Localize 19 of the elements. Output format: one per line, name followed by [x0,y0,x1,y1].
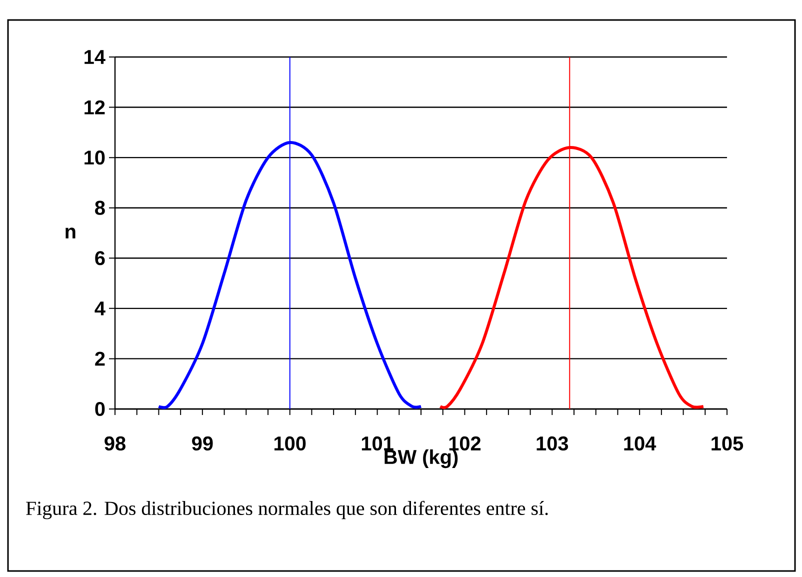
x-tick-label: 105 [712,436,744,451]
y-tick-label: 2 [95,352,105,366]
text: Figura 2. Dos distribuciones normales que son diferentes entre sí. [26,500,548,520]
y-tick-label: 12 [84,100,105,114]
x-tick-label: 102 [449,436,481,451]
x-tick-label: 98 [104,436,126,451]
x-tick-label: 104 [624,436,656,451]
y-tick-label: 6 [95,251,105,266]
x-tick-label: 101 [362,436,394,451]
y-axis-title: n [66,228,76,238]
x-tick-label: 103 [536,436,568,451]
y-tick-label: 14 [84,50,106,64]
y-tick-label: 0 [95,402,105,416]
x-tick-label: 99 [192,436,213,451]
x-tick-label: 100 [274,436,306,451]
y-tick-label: 8 [95,200,105,215]
y-tick-label: 4 [94,302,106,316]
y-tick-label: 10 [84,150,105,165]
x-axis-title: BW (kg) [384,449,458,468]
